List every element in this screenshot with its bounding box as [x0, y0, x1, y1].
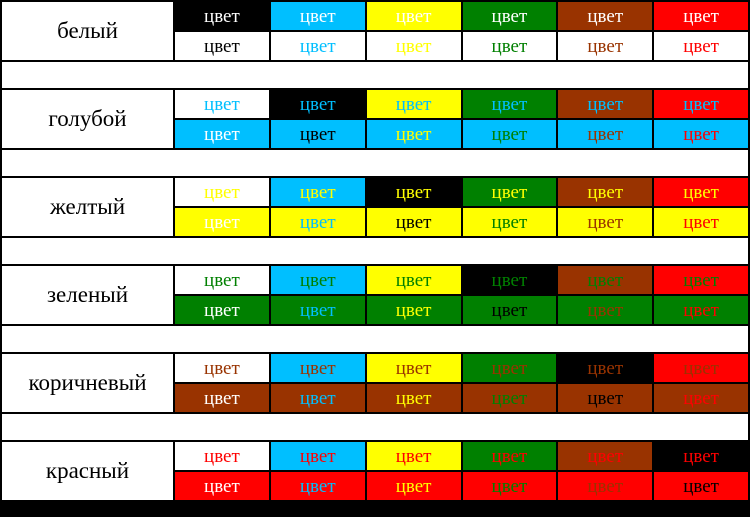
color-sample-cell: цвет	[366, 296, 461, 324]
color-sample-cell: цвет	[175, 208, 269, 236]
color-sample-cell: цвет	[366, 178, 461, 206]
color-sample-cell: цвет	[654, 208, 748, 236]
color-sample-cell: цвет	[270, 354, 365, 382]
color-sample-cell: цвет	[366, 354, 461, 382]
color-group-row: красный цвет цвет цвет цвет цвет цвет цвет цвет ц…	[2, 442, 748, 502]
color-sample-cell: цвет	[462, 384, 557, 412]
color-sample-cell: цвет	[175, 472, 269, 500]
spacer-row	[2, 326, 748, 354]
color-sample-cell: цвет	[175, 2, 269, 30]
color-sample-cell: цвет	[175, 90, 269, 118]
color-sample-cell: цвет	[558, 90, 653, 118]
spacer-row	[2, 62, 748, 90]
color-sample-cell: цвет	[558, 120, 653, 148]
color-sample-cell: цвет	[462, 32, 557, 60]
color-sample-cell: цвет	[270, 442, 365, 470]
row-color-label: красный	[2, 442, 173, 500]
color-sample-cell: цвет	[462, 178, 557, 206]
color-sample-cell: цвет	[654, 178, 748, 206]
color-sample-cell: цвет	[366, 2, 461, 30]
color-sample-cell: цвет	[654, 442, 748, 470]
color-sample-cell: цвет	[462, 90, 557, 118]
bottom-black-bar	[2, 502, 748, 517]
color-sample-cell: цвет	[175, 442, 269, 470]
color-group-row: желтый цвет цвет цвет цвет цвет цвет цвет цвет цв…	[2, 178, 748, 238]
color-sample-cell: цвет	[366, 32, 461, 60]
color-sample-cell: цвет	[462, 296, 557, 324]
color-sample-cell: цвет	[366, 266, 461, 294]
color-group-row: коричневый цвет цвет цвет цвет цвет цвет цвет цв…	[2, 354, 748, 414]
color-sample-cell: цвет	[654, 296, 748, 324]
row-color-label: зеленый	[2, 266, 173, 324]
color-sample-cell: цвет	[270, 32, 365, 60]
color-group-row: голубой цвет цвет цвет цвет цвет цвет цвет цвет ц…	[2, 90, 748, 150]
color-sample-cell: цвет	[462, 120, 557, 148]
color-sample-cell: цвет	[654, 32, 748, 60]
color-group-row: белый цвет цвет цвет цвет цвет цвет цвет цвет цве…	[2, 2, 748, 62]
color-sample-cell: цвет	[270, 120, 365, 148]
color-sample-cell: цвет	[654, 472, 748, 500]
color-sample-cell: цвет	[270, 208, 365, 236]
color-sample-cell: цвет	[654, 2, 748, 30]
color-sample-cell: цвет	[654, 90, 748, 118]
color-sample-cell: цвет	[270, 384, 365, 412]
color-sample-cell: цвет	[270, 90, 365, 118]
color-sample-cell: цвет	[654, 266, 748, 294]
color-sample-cell: цвет	[462, 208, 557, 236]
color-sample-cell: цвет	[366, 442, 461, 470]
color-sample-cell: цвет	[558, 472, 653, 500]
color-sample-cell: цвет	[366, 208, 461, 236]
color-sample-cell: цвет	[462, 442, 557, 470]
color-sample-cell: цвет	[654, 120, 748, 148]
color-sample-cell: цвет	[558, 178, 653, 206]
color-sample-cell: цвет	[558, 32, 653, 60]
color-sample-cell: цвет	[270, 2, 365, 30]
color-sample-cell: цвет	[175, 296, 269, 324]
spacer-row	[2, 150, 748, 178]
color-sample-cell: цвет	[175, 266, 269, 294]
color-sample-cell: цвет	[462, 2, 557, 30]
color-sample-cell: цвет	[175, 120, 269, 148]
color-group-row: зеленый цвет цвет цвет цвет цвет цвет цвет цвет ц…	[2, 266, 748, 326]
color-sample-cell: цвет	[558, 442, 653, 470]
row-color-label: желтый	[2, 178, 173, 236]
color-sample-cell: цвет	[270, 266, 365, 294]
color-sample-cell: цвет	[175, 384, 269, 412]
row-color-label: голубой	[2, 90, 173, 148]
color-sample-cell: цвет	[175, 178, 269, 206]
color-sample-cell: цвет	[366, 384, 461, 412]
color-sample-cell: цвет	[558, 208, 653, 236]
color-sample-cell: цвет	[558, 354, 653, 382]
color-sample-cell: цвет	[558, 266, 653, 294]
color-sample-cell: цвет	[366, 90, 461, 118]
spacer-row	[2, 238, 748, 266]
color-sample-cell: цвет	[462, 472, 557, 500]
color-sample-cell: цвет	[175, 354, 269, 382]
color-sample-cell: цвет	[654, 354, 748, 382]
color-sample-cell: цвет	[558, 296, 653, 324]
color-sample-cell: цвет	[558, 2, 653, 30]
color-sample-cell: цвет	[270, 296, 365, 324]
color-sample-cell: цвет	[175, 32, 269, 60]
color-sample-cell: цвет	[462, 354, 557, 382]
spacer-row	[2, 414, 748, 442]
color-sample-cell: цвет	[558, 384, 653, 412]
color-sample-cell: цвет	[654, 384, 748, 412]
color-sample-cell: цвет	[462, 266, 557, 294]
color-sample-cell: цвет	[270, 472, 365, 500]
color-sample-cell: цвет	[270, 178, 365, 206]
color-sample-cell: цвет	[366, 120, 461, 148]
row-color-label: белый	[2, 2, 173, 60]
row-color-label: коричневый	[2, 354, 173, 412]
color-sample-cell: цвет	[366, 472, 461, 500]
